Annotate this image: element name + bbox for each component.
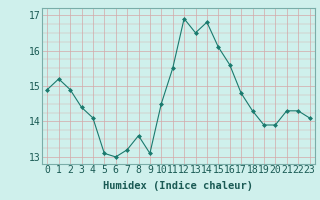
X-axis label: Humidex (Indice chaleur): Humidex (Indice chaleur)	[103, 181, 253, 191]
